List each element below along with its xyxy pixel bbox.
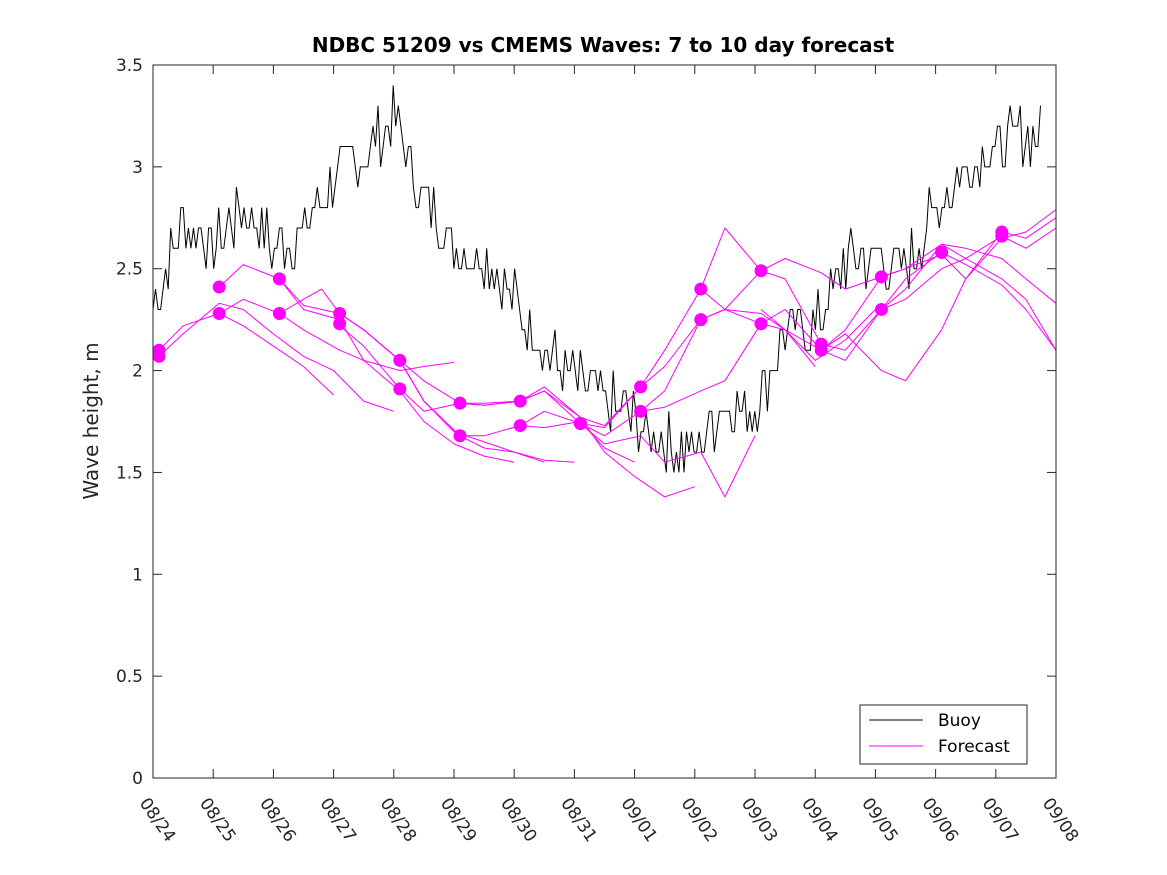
x-tick-label: 08/28 — [376, 794, 420, 846]
forecast-line — [820, 217, 1057, 382]
chart-title: NDBC 51209 vs CMEMS Waves: 7 to 10 day f… — [312, 33, 895, 57]
forecast-marker — [272, 307, 286, 321]
forecast-marker — [453, 396, 467, 410]
x-tick-label: 09/08 — [1038, 794, 1082, 846]
forecast-line — [881, 227, 1057, 310]
forecast-marker — [272, 272, 286, 286]
forecast-marker — [573, 417, 587, 431]
y-axis-label: Wave height, m — [79, 342, 103, 499]
forecast-marker — [935, 245, 949, 259]
forecast-marker — [333, 317, 347, 331]
plot-area — [153, 65, 1056, 778]
x-tick-label: 09/02 — [677, 794, 721, 846]
forecast-marker — [393, 353, 407, 367]
legend-forecast-label: Forecast — [938, 737, 1010, 757]
forecast-line — [760, 243, 1057, 361]
forecast-marker — [212, 280, 226, 294]
forecast-line — [158, 313, 334, 396]
y-tick-label: 0.5 — [116, 667, 143, 687]
y-tick-label: 2 — [132, 362, 143, 382]
forecast-marker — [634, 380, 648, 394]
x-tick-labels: 08/24 08/25 08/26 08/27 08/28 08/29 08/30 08/31… — [135, 794, 1082, 846]
forecast-marker — [333, 307, 347, 321]
forecast-marker — [754, 317, 768, 331]
forecast-marker — [874, 270, 888, 284]
x-tick-label: 09/05 — [857, 794, 901, 846]
buoy-series — [152, 85, 1041, 473]
forecast-marker — [634, 404, 648, 418]
forecast-line — [640, 243, 1057, 412]
y-tick-label: 0 — [132, 769, 143, 789]
x-tick-label: 09/06 — [918, 794, 962, 846]
legend-buoy-label: Buoy — [938, 711, 981, 731]
x-tick-label: 08/25 — [195, 794, 239, 846]
forecast-marker — [754, 264, 768, 278]
forecast-line — [158, 302, 394, 412]
forecast-marker — [513, 394, 527, 408]
forecast-line — [218, 298, 455, 372]
forecast-marker — [393, 382, 407, 396]
y-tick-label: 2.5 — [116, 260, 143, 280]
forecast-markers — [152, 225, 1009, 443]
forecast-marker — [814, 343, 828, 357]
x-tick-label: 09/01 — [617, 794, 661, 846]
x-tick-label: 09/04 — [797, 794, 841, 846]
x-tick-label: 08/29 — [436, 794, 480, 846]
y-tick-label: 1.5 — [116, 463, 143, 483]
y-tick-label: 1 — [132, 565, 143, 585]
x-tick-label: 08/24 — [135, 794, 179, 846]
forecast-marker — [513, 419, 527, 433]
axes-box — [152, 64, 1057, 779]
forecast-marker — [874, 302, 888, 316]
legend-box — [859, 704, 1028, 765]
forecast-marker — [212, 307, 226, 321]
x-tick-label: 09/07 — [978, 794, 1022, 846]
buoy-line — [152, 85, 1041, 473]
x-tick-label: 09/03 — [737, 794, 781, 846]
forecast-marker — [694, 282, 708, 296]
y-tick-label: 3.5 — [116, 56, 143, 76]
x-tick-label: 08/30 — [496, 794, 540, 846]
forecast-marker — [453, 429, 467, 443]
y-tick-label: 3 — [132, 158, 143, 178]
x-tick-label: 08/26 — [255, 794, 299, 846]
x-tick-label: 08/31 — [556, 794, 600, 846]
forecast-marker — [152, 349, 166, 363]
legend: Buoy Forecast — [859, 704, 1028, 765]
y-tick-labels: 0 0.5 1 1.5 2 2.5 3 3.5 — [116, 56, 143, 789]
x-tick-label: 08/27 — [316, 794, 360, 846]
forecast-marker — [995, 229, 1009, 243]
forecast-marker — [694, 313, 708, 327]
